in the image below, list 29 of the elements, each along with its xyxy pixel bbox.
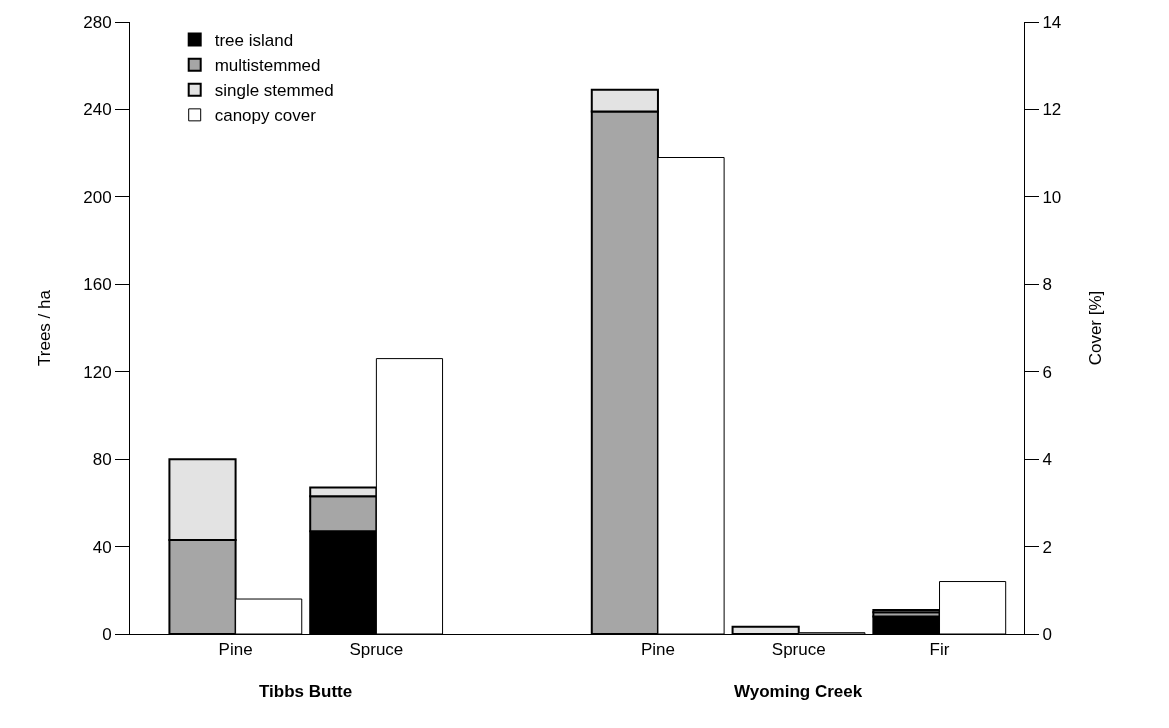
y-tick-label: 240 bbox=[83, 100, 112, 120]
y2-tick-label: 8 bbox=[1042, 275, 1052, 295]
legend-label: multistemmed bbox=[214, 56, 321, 76]
y-axis-title: Trees / ha bbox=[34, 289, 54, 366]
y2-tick-label: 2 bbox=[1042, 537, 1052, 557]
text: Wyoming Creek bbox=[734, 682, 863, 701]
x-tick-label: Spruce bbox=[349, 640, 404, 660]
y-tick-label: 280 bbox=[83, 12, 112, 32]
legend-label: single stemmed bbox=[214, 81, 334, 101]
y-tick-label: 80 bbox=[92, 450, 112, 470]
y2-axis-title: Cover [%] bbox=[1085, 290, 1105, 366]
y2-tick-label: 6 bbox=[1042, 362, 1052, 382]
x-tick-label: Fir bbox=[929, 640, 950, 660]
x-tick-label: Pine bbox=[640, 640, 675, 660]
y-tick-label: 200 bbox=[83, 187, 112, 207]
y2-tick-label: 4 bbox=[1042, 450, 1052, 470]
y2-tick-label: 12 bbox=[1042, 100, 1062, 120]
x-tick-label: Spruce bbox=[771, 640, 826, 660]
legend-label: canopy cover bbox=[214, 106, 317, 126]
x-tick-label: Pine bbox=[218, 640, 253, 660]
y-tick-label: 160 bbox=[83, 275, 112, 295]
y2-tick-label: 0 bbox=[1042, 624, 1052, 644]
y2-tick-label: 14 bbox=[1042, 12, 1062, 32]
legend-label: tree island bbox=[214, 31, 294, 51]
y-tick-label: 120 bbox=[83, 362, 112, 382]
text: Tibbs Butte bbox=[259, 682, 353, 701]
y-tick-label: 0 bbox=[102, 624, 112, 644]
y-tick-label: 40 bbox=[92, 537, 112, 557]
y2-tick-label: 10 bbox=[1042, 187, 1062, 207]
